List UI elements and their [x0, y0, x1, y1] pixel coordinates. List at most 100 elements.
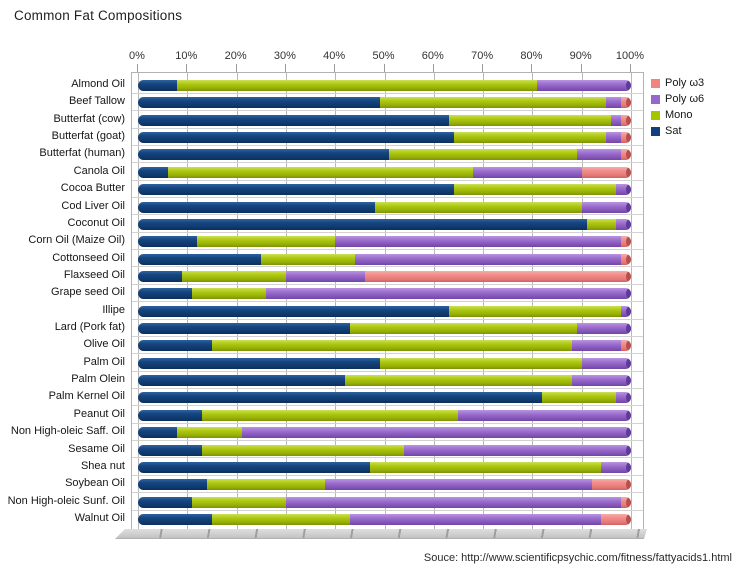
bar-segment-w6	[285, 270, 365, 282]
bar-segment-mono	[202, 444, 405, 456]
bar-segment-w6	[458, 409, 631, 421]
bar-segment-mono	[542, 392, 617, 404]
bar-segment-w6	[571, 375, 631, 387]
bar-segment-w6	[325, 479, 592, 491]
bar-segment-sat	[138, 305, 449, 317]
bar-end-cap	[626, 305, 631, 317]
bar-end-cap	[626, 149, 631, 161]
vertical-gridline	[631, 73, 632, 529]
bar-segment-sat	[138, 80, 178, 91]
bar-segment-w6	[335, 236, 622, 248]
bar-end-cap	[626, 201, 631, 213]
bar-end-cap	[626, 514, 631, 525]
stacked-bar	[138, 270, 631, 282]
category-label: Corn Oil (Maize Oil)	[28, 234, 125, 247]
bar-segment-sat	[138, 514, 212, 525]
bar-segment-mono	[192, 496, 286, 508]
stacked-bar	[138, 479, 631, 491]
legend-swatch-w3	[651, 78, 660, 88]
bar-segment-w6	[581, 201, 631, 213]
horizontal-gridline	[132, 214, 643, 216]
horizontal-gridline	[132, 387, 643, 389]
bar-segment-sat	[138, 149, 390, 161]
stacked-bar	[138, 253, 631, 265]
vertical-gridline	[187, 73, 189, 529]
category-label: Palm Oil	[83, 355, 125, 368]
bar-segment-mono	[389, 149, 577, 161]
x-tick-mark	[334, 64, 336, 72]
horizontal-gridline	[132, 440, 643, 442]
bar-segment-w6	[581, 357, 631, 369]
bar-segment-mono	[202, 409, 459, 421]
bar-end-cap	[626, 323, 631, 335]
bar-segment-sat	[138, 132, 454, 144]
category-label: Palm Kernel Oil	[48, 390, 125, 403]
bar-segment-mono	[177, 427, 242, 439]
x-tick-mark	[284, 64, 286, 72]
legend-item: Poly ω6	[651, 93, 704, 105]
horizontal-gridline	[132, 197, 643, 199]
stacked-bar	[138, 375, 631, 387]
category-label: Illipe	[102, 303, 125, 316]
horizontal-gridline	[132, 318, 643, 320]
category-label: Palm Olein	[71, 373, 125, 386]
horizontal-gridline	[132, 353, 643, 355]
vertical-gridline	[384, 73, 386, 529]
bar-end-cap	[626, 392, 631, 404]
x-tick-mark	[186, 64, 188, 72]
bar-segment-w3	[581, 166, 631, 178]
horizontal-gridline	[132, 457, 643, 459]
bar-segment-mono	[211, 340, 572, 352]
x-tick-mark	[432, 64, 434, 72]
category-label: Olive Oil	[83, 338, 125, 351]
legend-label: Poly ω3	[665, 77, 705, 89]
bar-segment-mono	[453, 184, 617, 196]
bar-end-cap	[626, 253, 631, 265]
vertical-gridline	[285, 73, 287, 529]
horizontal-gridline	[132, 110, 643, 112]
bar-segment-w6	[266, 288, 631, 300]
vertical-gridline	[483, 73, 485, 529]
bar-segment-mono	[586, 218, 617, 230]
stacked-bar	[138, 288, 631, 300]
horizontal-gridline	[132, 301, 643, 303]
stacked-bar	[138, 444, 631, 456]
x-tick-mark	[630, 64, 631, 72]
bar-segment-mono	[448, 114, 612, 126]
stacked-bar	[138, 514, 631, 525]
bar-end-cap	[626, 409, 631, 421]
bar-segment-w6	[616, 184, 631, 196]
category-label: Peanut Oil	[73, 407, 125, 420]
bar-segment-mono	[349, 323, 577, 335]
legend-label: Mono	[665, 109, 693, 121]
bar-segment-mono	[448, 305, 622, 317]
category-label: Cod Liver Oil	[61, 199, 125, 212]
bar-segment-mono	[211, 514, 350, 525]
bar-segment-mono	[207, 479, 326, 491]
horizontal-gridline	[132, 474, 643, 476]
bar-end-cap	[626, 340, 631, 352]
chart-floor-3d	[115, 529, 647, 539]
legend-swatch-sat	[651, 126, 660, 136]
bar-segment-w6	[601, 461, 631, 473]
category-label: Cocoa Butter	[60, 182, 125, 195]
horizontal-gridline	[132, 127, 643, 129]
vertical-gridline	[532, 73, 534, 529]
bar-segment-w6	[349, 514, 602, 525]
category-label: Lard (Pork fat)	[54, 321, 125, 334]
bar-segment-w6	[473, 166, 582, 178]
horizontal-gridline	[132, 283, 643, 285]
bar-segment-sat	[138, 479, 208, 491]
bar-segment-sat	[138, 236, 198, 248]
bar-end-cap	[626, 479, 631, 491]
vertical-gridline	[433, 73, 435, 529]
horizontal-gridline	[132, 370, 643, 372]
stacked-bar	[138, 496, 631, 508]
legend-swatch-mono	[651, 110, 660, 120]
bar-segment-sat	[138, 496, 193, 508]
vertical-gridline	[581, 73, 583, 529]
plot-area	[131, 72, 644, 530]
bar-end-cap	[626, 114, 631, 126]
bar-segment-w6	[616, 392, 631, 404]
bar-segment-w6	[285, 496, 622, 508]
